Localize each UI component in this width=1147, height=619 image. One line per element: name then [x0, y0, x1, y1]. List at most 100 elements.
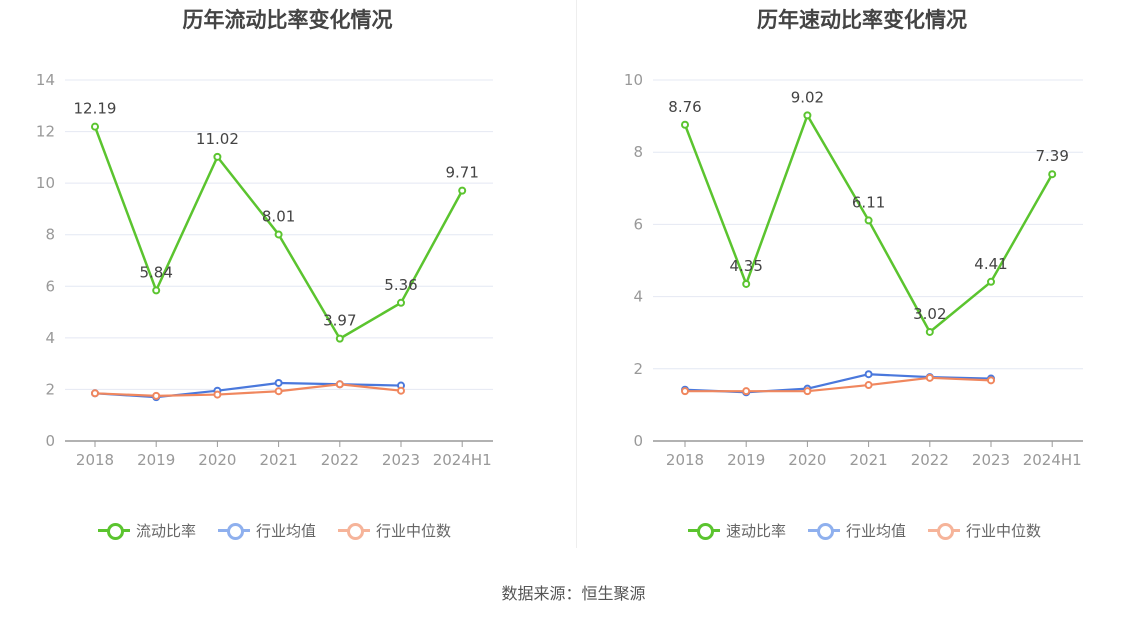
y-tick-label: 12 [36, 123, 55, 141]
data-label: 5.36 [384, 276, 417, 294]
y-tick-label: 6 [45, 277, 55, 295]
industry-median-point [91, 389, 99, 398]
data-label: 7.39 [1035, 147, 1068, 165]
industry-median-point [335, 380, 344, 389]
legend-average-label: 行业均值 [846, 521, 907, 540]
main-ratio-point [213, 152, 222, 161]
legend-median-symbol [928, 518, 960, 542]
quick-ratio-plot: 0 2 4 6 8 10 2018 2019 2020 2021 2022 2023 2024H1 8.7… [624, 71, 1083, 469]
y-tick-label: 8 [633, 143, 643, 161]
legend-median-symbol [338, 518, 370, 542]
industry-median-line [685, 376, 992, 393]
y-tick-label: 4 [633, 288, 643, 306]
x-tick-label: 2020 [198, 451, 236, 469]
x-tick-label: 2018 [76, 451, 114, 469]
y-tick-label: 10 [624, 71, 643, 89]
legend-average-label: 行业均值 [256, 521, 317, 540]
legend-item-main[interactable]: 速动比率 [688, 518, 786, 542]
industry-median-point [864, 381, 873, 390]
industry-median-point [397, 386, 405, 395]
x-tick-label: 2023 [382, 451, 420, 469]
main-ratio-point [864, 216, 873, 225]
legend-item-main[interactable]: 流动比率 [98, 518, 196, 542]
y-tick-label: 2 [633, 360, 643, 378]
legend-average-symbol [218, 518, 250, 542]
data-label: 3.97 [323, 312, 356, 330]
chart-legend: 速动比率 行业均值 行业中位数 [577, 518, 1147, 542]
y-tick-label: 0 [45, 432, 55, 450]
legend-average-symbol [808, 518, 840, 542]
x-tick-label: 2024H1 [1023, 451, 1082, 469]
main-ratio-point [1048, 170, 1057, 179]
legend-item-industry-median[interactable]: 行业中位数 [928, 518, 1041, 542]
chart-legend: 流动比率 行业均值 行业中位数 [0, 518, 575, 542]
main-ratio-point [397, 298, 405, 307]
y-tick-label: 4 [45, 329, 55, 347]
current-ratio-plot: 0 2 4 6 8 10 12 14 2018 2019 2020 2021 2022 2023 2024H… [36, 71, 493, 469]
industry-median-point [803, 387, 812, 396]
main-ratio-point [803, 111, 812, 120]
x-tick-label: 2021 [260, 451, 298, 469]
industry-average-point [274, 378, 283, 387]
panel-divider [576, 0, 577, 548]
main-ratio-point [987, 277, 995, 286]
industry-median-point [213, 390, 222, 399]
current-ratio-chart: 历年流动比率变化情况 0 2 4 6 8 10 12 14 2018 2019 2020 2021 20… [0, 0, 575, 560]
legend-main-symbol [98, 518, 130, 542]
main-ratio-point [925, 327, 934, 336]
industry-median-point [681, 387, 689, 396]
industry-median-point [925, 373, 934, 382]
chart-title: 历年流动比率变化情况 [182, 8, 393, 32]
x-tick-label: 2020 [788, 451, 826, 469]
y-tick-label: 2 [45, 380, 55, 398]
legend-main-symbol [688, 518, 720, 542]
data-label: 11.02 [196, 130, 239, 148]
data-source-note: 数据来源：恒生聚源 [501, 584, 646, 603]
legend-item-industry-average[interactable]: 行业均值 [218, 518, 316, 542]
data-label: 8.01 [262, 207, 295, 225]
industry-average-line [684, 373, 992, 394]
main-ratio-point [458, 186, 467, 195]
x-tick-label: 2022 [321, 451, 359, 469]
data-label: 4.41 [974, 255, 1007, 273]
y-tick-label: 8 [45, 226, 55, 244]
industry-median-point [742, 387, 751, 396]
data-label: 3.02 [913, 305, 946, 323]
x-tick-label: 2024H1 [433, 451, 492, 469]
quick-ratio-chart: 历年速动比率变化情况 0 2 4 6 8 10 2018 2019 2020 2021 2022 20… [577, 0, 1147, 560]
main-ratio-point [335, 334, 344, 343]
data-label: 9.71 [445, 164, 478, 182]
industry-median-line [94, 383, 402, 397]
legend-main-label: 速动比率 [726, 521, 787, 540]
y-tick-label: 6 [633, 215, 643, 233]
data-label: 4.35 [729, 257, 762, 275]
x-tick-label: 2018 [666, 451, 704, 469]
y-tick-label: 0 [633, 432, 643, 450]
data-label: 5.84 [139, 263, 172, 281]
y-tick-label: 14 [36, 71, 55, 89]
data-label: 9.02 [791, 88, 824, 106]
legend-main-label: 流动比率 [136, 521, 197, 540]
main-ratio-point [152, 286, 161, 295]
data-label: 12.19 [74, 100, 117, 118]
x-tick-label: 2021 [850, 451, 888, 469]
data-label: 8.76 [668, 98, 701, 116]
legend-item-industry-median[interactable]: 行业中位数 [338, 518, 451, 542]
main-ratio-point [274, 230, 283, 239]
legend-median-label: 行业中位数 [966, 521, 1042, 540]
main-ratio-point [91, 122, 99, 131]
industry-average-point [864, 370, 873, 379]
industry-median-point [274, 387, 283, 396]
industry-median-point [152, 391, 161, 400]
x-tick-label: 2019 [137, 451, 175, 469]
legend-median-label: 行业中位数 [376, 521, 452, 540]
x-tick-label: 2022 [911, 451, 949, 469]
chart-title: 历年速动比率变化情况 [757, 8, 967, 32]
industry-median-point [987, 376, 995, 385]
main-ratio-point [742, 279, 751, 288]
x-tick-label: 2023 [972, 451, 1010, 469]
y-tick-label: 10 [36, 174, 55, 192]
x-tick-label: 2019 [727, 451, 765, 469]
main-ratio-point [681, 120, 689, 129]
legend-item-industry-average[interactable]: 行业均值 [808, 518, 906, 542]
